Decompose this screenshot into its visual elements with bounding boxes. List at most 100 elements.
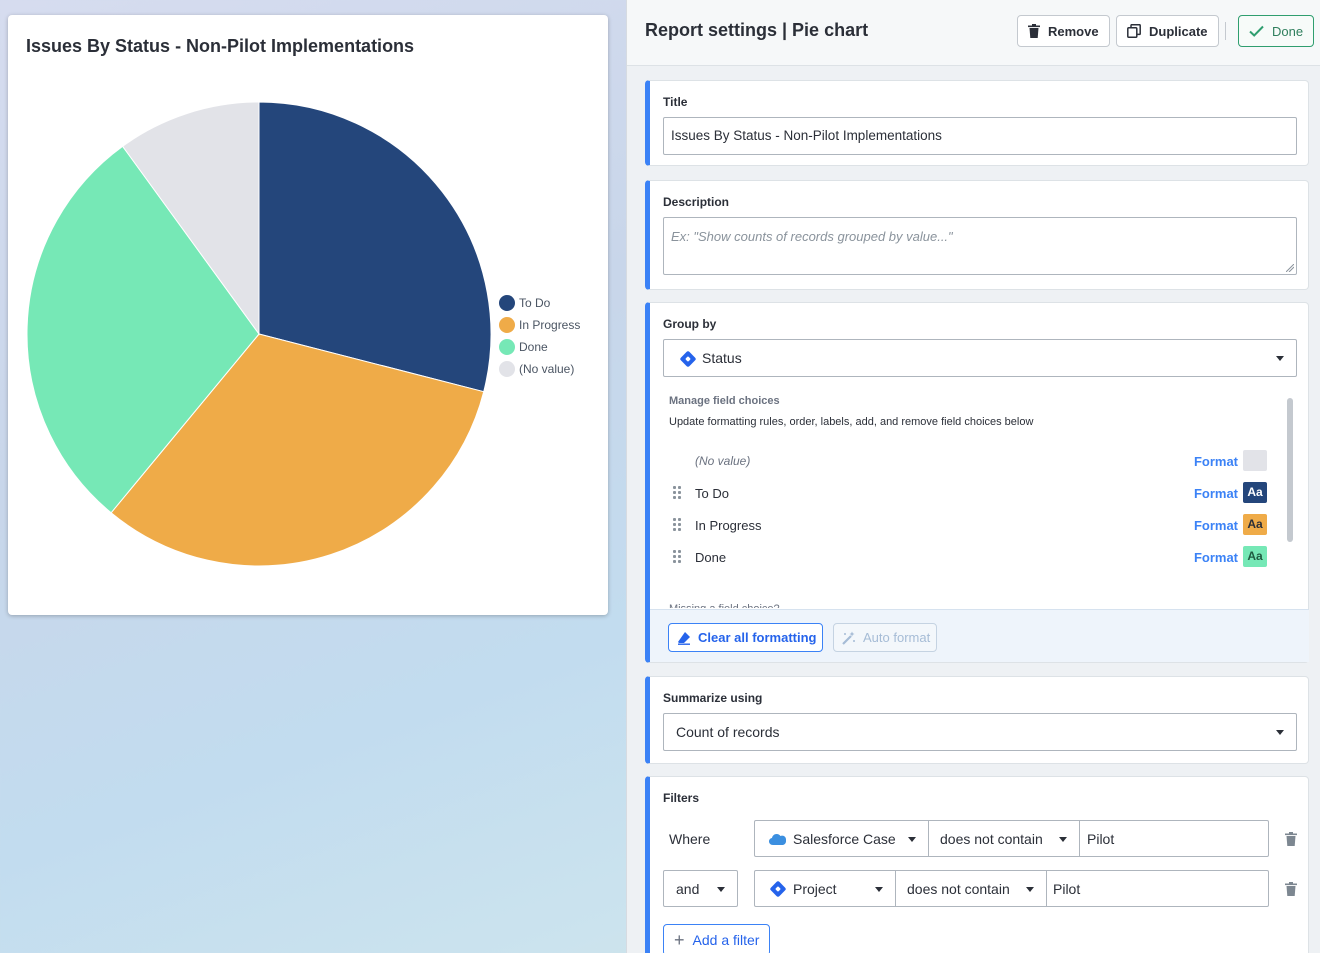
drag-handle-icon[interactable]: [673, 486, 683, 500]
filter-conjunction-value: and: [676, 881, 700, 897]
clear-formatting-label: Clear all formatting: [698, 630, 817, 645]
panel-title: Report settings | Pie chart: [645, 20, 869, 40]
legend-item[interactable]: To Do: [499, 292, 580, 314]
legend-item[interactable]: In Progress: [499, 314, 580, 336]
chevron-down-icon: [1276, 730, 1284, 735]
filter-operator-value: does not contain: [940, 831, 1043, 847]
chevron-down-icon: [908, 837, 916, 842]
add-filter-button[interactable]: + Add a filter: [663, 924, 770, 953]
duplicate-button-label: Duplicate: [1149, 23, 1208, 39]
chevron-down-icon: [1026, 887, 1034, 892]
delete-filter-icon[interactable]: [1285, 882, 1297, 896]
done-button[interactable]: Done: [1238, 15, 1315, 47]
chart-card: Issues By Status - Non-Pilot Implementat…: [8, 15, 608, 615]
pie-slice-done[interactable]: [26, 145, 260, 514]
check-icon: [1249, 25, 1264, 37]
manage-choices-desc: Update formatting rules, order, labels, …: [669, 416, 1034, 428]
choice-row: In Progress Format Aa: [669, 513, 1270, 537]
copy-icon: [1127, 24, 1141, 38]
legend-label: (No value): [519, 362, 575, 376]
summarize-select[interactable]: Count of records: [663, 713, 1297, 751]
format-swatch[interactable]: Aa: [1243, 514, 1267, 535]
filter-conjunction-where: Where: [669, 831, 711, 847]
format-link[interactable]: Format: [1193, 486, 1238, 501]
drag-handle-icon[interactable]: [673, 550, 683, 564]
filter-field-value: Salesforce Case: [793, 831, 896, 847]
format-link[interactable]: Format: [1193, 518, 1238, 533]
drag-handle-icon[interactable]: [673, 518, 683, 532]
report-settings-panel: Report settings | Pie chart Remove Dupli…: [626, 0, 1320, 953]
choice-label: To Do: [695, 486, 729, 501]
filter-field-select[interactable]: Project: [754, 870, 896, 907]
summarize-label: Summarize using: [663, 691, 763, 705]
chevron-down-icon: [717, 887, 725, 892]
filter-operator-select[interactable]: does not contain: [928, 820, 1080, 857]
trash-icon: [1028, 24, 1040, 38]
pie-chart: [26, 101, 492, 567]
duplicate-button[interactable]: Duplicate: [1116, 15, 1219, 47]
jira-diamond-icon: [679, 350, 697, 368]
choice-label: Done: [695, 550, 727, 565]
choice-label: (No value): [695, 454, 751, 468]
filter-value-input[interactable]: Pilot: [1079, 820, 1269, 857]
choice-row: (No value) Format: [669, 449, 1270, 473]
title-input-value: Issues By Status - Non-Pilot Implementat…: [671, 128, 942, 143]
filter-conjunction-select[interactable]: and: [663, 870, 738, 907]
scrollbar-thumb[interactable]: [1287, 398, 1293, 542]
filter-field-select[interactable]: Salesforce Case: [754, 820, 929, 857]
legend-item[interactable]: Done: [499, 336, 580, 358]
pie-slice-in-progress[interactable]: [110, 333, 485, 567]
pie-slice-to-do[interactable]: [258, 101, 492, 393]
eraser-icon: [678, 631, 690, 645]
filter-field-value: Project: [793, 881, 837, 897]
format-swatch[interactable]: [1243, 450, 1267, 471]
choice-row: To Do Format Aa: [669, 481, 1270, 505]
filter-value-input[interactable]: Pilot: [1046, 870, 1269, 907]
clear-formatting-button[interactable]: Clear all formatting: [668, 623, 824, 652]
description-section: Description Ex: "Show counts of records …: [645, 180, 1309, 290]
chevron-down-icon: [875, 887, 883, 892]
chevron-down-icon: [1276, 356, 1284, 361]
resize-handle-icon[interactable]: [1286, 264, 1294, 272]
legend-item[interactable]: (No value): [499, 358, 580, 380]
description-placeholder: Ex: "Show counts of records grouped by v…: [671, 229, 953, 244]
chevron-down-icon: [1059, 837, 1067, 842]
legend-label: In Progress: [519, 318, 581, 332]
format-link[interactable]: Format: [1193, 550, 1238, 565]
filter-value-text: Pilot: [1053, 881, 1081, 897]
manage-choices-label: Manage field choices: [669, 395, 780, 407]
summarize-selected: Count of records: [676, 724, 780, 740]
legend-label: To Do: [519, 296, 551, 310]
group-by-label: Group by: [663, 317, 717, 331]
group-by-selected: Status: [702, 350, 742, 366]
remove-button-label: Remove: [1048, 23, 1099, 39]
filter-value-text: Pilot: [1087, 831, 1115, 847]
chart-legend: To Do In Progress Done (No value): [499, 292, 580, 380]
filters-section: Filters Where Salesforce Case does not c…: [645, 776, 1309, 953]
group-by-select[interactable]: Status: [663, 339, 1297, 377]
summarize-section: Summarize using Count of records: [645, 676, 1309, 764]
format-link[interactable]: Format: [1193, 454, 1238, 469]
delete-filter-icon[interactable]: [1285, 832, 1297, 846]
header-divider: [1225, 22, 1226, 40]
remove-button[interactable]: Remove: [1017, 15, 1110, 47]
legend-swatch: [499, 339, 515, 355]
missing-choice-text: Missing a field choice?: [669, 603, 780, 608]
legend-label: Done: [519, 340, 548, 354]
filter-operator-select[interactable]: does not contain: [895, 870, 1047, 907]
chart-title: Issues By Status - Non-Pilot Implementat…: [26, 36, 415, 56]
panel-header: Report settings | Pie chart Remove Dupli…: [627, 0, 1320, 66]
pie-slice-no-value[interactable]: [121, 101, 260, 336]
salesforce-cloud-icon: [769, 834, 786, 845]
auto-format-button[interactable]: Auto format: [833, 623, 938, 652]
description-textarea[interactable]: Ex: "Show counts of records grouped by v…: [663, 217, 1297, 275]
auto-format-label: Auto format: [863, 630, 931, 645]
filters-label: Filters: [663, 791, 700, 805]
title-input[interactable]: Issues By Status - Non-Pilot Implementat…: [663, 117, 1297, 155]
choices-scrollbar[interactable]: [1284, 395, 1294, 609]
add-filter-label: Add a filter: [692, 932, 760, 948]
format-swatch[interactable]: Aa: [1243, 482, 1267, 503]
legend-swatch: [499, 317, 515, 333]
format-swatch[interactable]: Aa: [1243, 546, 1267, 567]
title-section: Title Issues By Status - Non-Pilot Imple…: [645, 80, 1309, 166]
